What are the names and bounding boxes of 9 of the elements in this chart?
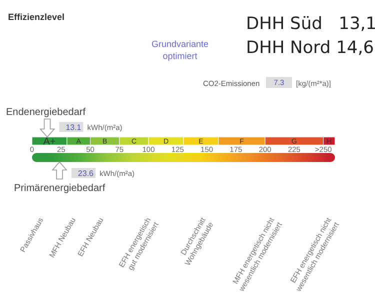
chart-title: Effizienzlevel [8,12,65,22]
series-label: A+ [43,136,56,148]
ref-line-label: Endenergiebedarf [6,107,86,118]
ref-line-label: Primärenergiebedarf [14,183,106,194]
chart-subtitle: Grundvariante optimiert [150,38,210,62]
annotation: 13.1 [66,123,82,132]
annotation: 23.6 [78,169,94,178]
text: DHH Nord 14,6 [246,38,374,58]
text: DHH Süd 13,1 [246,14,375,34]
